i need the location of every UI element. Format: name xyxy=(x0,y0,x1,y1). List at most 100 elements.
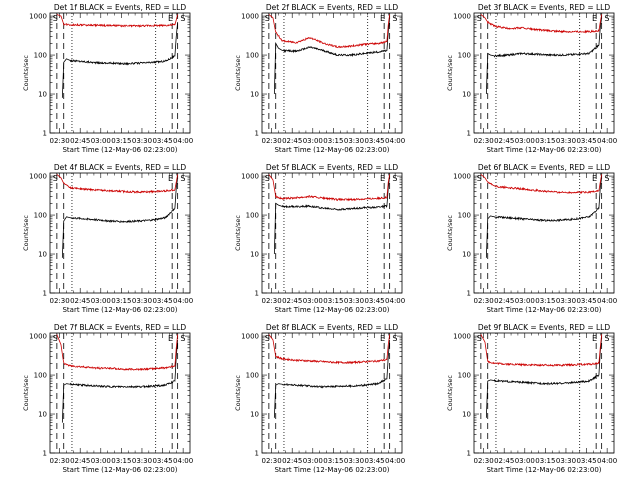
x-tick-label: 04:00 xyxy=(385,457,405,465)
x-tick-label: 03:45 xyxy=(364,137,384,145)
x-tick-label: 02:30 xyxy=(474,137,494,145)
marker-label-e: E xyxy=(380,14,385,23)
y-tick-label: 10 xyxy=(250,411,259,419)
y-axis-label: Counts/sec xyxy=(234,375,242,411)
plot-frame xyxy=(49,332,191,454)
y-tick-label: 10 xyxy=(462,91,471,99)
y-tick-label: 100 xyxy=(34,372,47,380)
y-axis-label: Counts/sec xyxy=(234,55,242,91)
marker-label-e: E xyxy=(380,334,385,343)
x-tick-label: 03:30 xyxy=(132,457,152,465)
x-axis-ticks xyxy=(271,13,396,133)
marker-label-s: S xyxy=(265,174,270,183)
events-series-line xyxy=(273,17,391,95)
marker-label-s: S xyxy=(392,334,397,343)
x-tick-label: 03:00 xyxy=(303,137,323,145)
marker-label-e: E xyxy=(168,334,173,343)
y-axis-ticks xyxy=(474,15,614,134)
x-tick-label: 03:15 xyxy=(323,297,343,305)
lld-series-line xyxy=(56,174,179,194)
y-tick-label: 100 xyxy=(458,52,471,60)
x-axis-label: Start Time (12-May-06 02:23:00) xyxy=(62,306,177,314)
y-axis-ticks xyxy=(262,15,402,134)
marker-label-e: E xyxy=(168,174,173,183)
x-tick-label: 02:45 xyxy=(282,457,302,465)
panel-title: Det 9f BLACK = Events, RED = LLD xyxy=(478,323,611,332)
y-tick-label: 1000 xyxy=(241,13,259,21)
x-tick-label: 02:45 xyxy=(494,137,514,145)
y-tick-label: 100 xyxy=(458,212,471,220)
marker-label-s: S xyxy=(180,174,185,183)
lld-series-line xyxy=(56,14,179,28)
x-tick-label: 02:30 xyxy=(262,457,282,465)
lld-series-line xyxy=(268,174,391,202)
marker-label-s: S xyxy=(265,334,270,343)
x-tick-label: 03:45 xyxy=(152,457,172,465)
y-tick-label: 10 xyxy=(462,251,471,259)
y-axis-ticks xyxy=(262,175,402,294)
x-axis-label: Start Time (12-May-06 02:23:00) xyxy=(486,306,601,314)
x-tick-label: 02:30 xyxy=(262,137,282,145)
x-axis-label: Start Time (12-May-06 02:23:00) xyxy=(274,466,389,474)
plot-frame xyxy=(261,332,403,454)
x-tick-label: 02:30 xyxy=(474,297,494,305)
marker-label-e: E xyxy=(592,14,597,23)
x-axis-ticks xyxy=(483,13,608,133)
plot-frame xyxy=(261,12,403,134)
x-tick-label: 03:15 xyxy=(323,457,343,465)
marker-label-s: S xyxy=(604,174,609,183)
x-axis-ticks xyxy=(271,333,396,453)
y-axis-label: Counts/sec xyxy=(22,215,30,251)
y-tick-label: 1 xyxy=(43,450,47,458)
events-series-line xyxy=(61,22,179,98)
x-tick-label: 02:30 xyxy=(50,297,70,305)
x-tick-label: 03:00 xyxy=(91,137,111,145)
marker-label-s: S xyxy=(604,334,609,343)
marker-label-s: S xyxy=(53,174,58,183)
x-axis-ticks xyxy=(59,173,184,293)
marker-label-s: S xyxy=(604,14,609,23)
y-tick-label: 1 xyxy=(255,290,259,298)
y-tick-label: 100 xyxy=(34,52,47,60)
marker-label-e: E xyxy=(168,14,173,23)
marker-label-s: S xyxy=(265,14,270,23)
x-tick-label: 02:30 xyxy=(50,457,70,465)
events-series-line xyxy=(485,177,603,258)
y-axis-label: Counts/sec xyxy=(234,215,242,251)
x-tick-label: 03:15 xyxy=(111,457,131,465)
y-tick-label: 1000 xyxy=(29,333,47,341)
x-tick-label: 02:30 xyxy=(50,137,70,145)
x-tick-label: 03:15 xyxy=(535,457,555,465)
lld-series-line xyxy=(56,334,179,372)
x-tick-label: 03:15 xyxy=(111,297,131,305)
y-axis-ticks xyxy=(474,335,614,454)
y-tick-label: 10 xyxy=(38,411,47,419)
x-tick-label: 02:45 xyxy=(494,297,514,305)
detector-panel-5: 1 10 100 1000 02:30 02:45 03:00 03:15 03:30 03:45… xyxy=(234,163,405,314)
x-tick-label: 03:00 xyxy=(515,137,535,145)
y-tick-label: 1000 xyxy=(453,333,471,341)
x-axis-label: Start Time (12-May-06 02:23:00) xyxy=(274,306,389,314)
x-tick-label: 03:00 xyxy=(303,297,323,305)
y-tick-label: 1000 xyxy=(29,13,47,21)
y-axis-ticks xyxy=(262,335,402,454)
marker-label-s: S xyxy=(53,14,58,23)
detector-panel-7: 1 10 100 1000 02:30 02:45 03:00 03:15 03:30 03:45… xyxy=(22,323,193,474)
panel-title: Det 8f BLACK = Events, RED = LLD xyxy=(266,323,399,332)
x-tick-label: 02:45 xyxy=(70,297,90,305)
y-axis-ticks xyxy=(50,15,190,134)
y-axis-ticks xyxy=(50,175,190,294)
y-tick-label: 100 xyxy=(458,372,471,380)
plot-frame xyxy=(49,172,191,294)
x-tick-label: 02:45 xyxy=(70,457,90,465)
x-tick-label: 03:15 xyxy=(323,137,343,145)
marker-label-e: E xyxy=(380,174,385,183)
x-tick-label: 02:45 xyxy=(494,457,514,465)
x-tick-label: 03:45 xyxy=(364,297,384,305)
x-axis-label: Start Time (12-May-06 02:23:00) xyxy=(486,146,601,154)
detector-panel-4: 1 10 100 1000 02:30 02:45 03:00 03:15 03:30 03:45… xyxy=(22,163,193,314)
x-axis-label: Start Time (12-May-06 02:23:00) xyxy=(62,146,177,154)
y-tick-label: 10 xyxy=(462,411,471,419)
x-axis-label: Start Time (12-May-06 02:23:00) xyxy=(62,466,177,474)
detector-panel-2: 1 10 100 1000 02:30 02:45 03:00 03:15 03:30 03:45… xyxy=(234,3,405,154)
